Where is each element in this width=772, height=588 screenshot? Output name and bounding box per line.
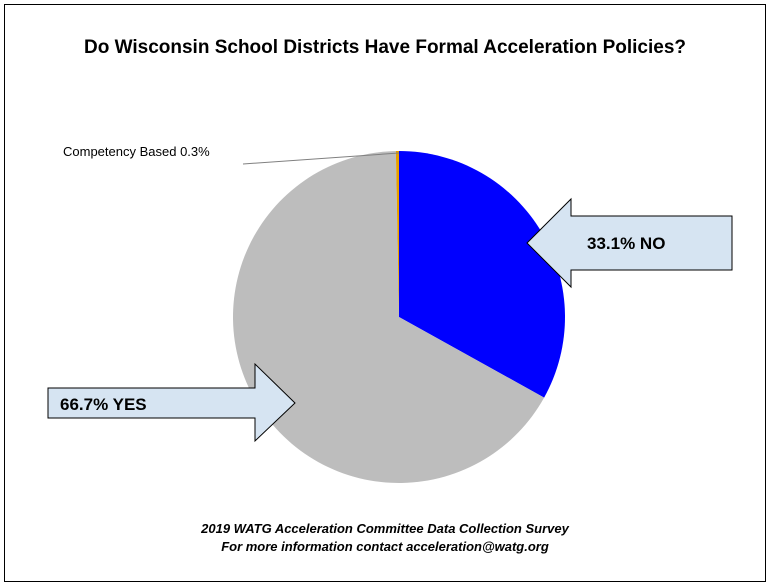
pie-slice-yes [232,151,545,484]
no-callout-arrow [526,197,733,289]
no-callout-label: 33.1% NO [587,234,665,253]
footer-line-1: 2019 WATG Acceleration Committee Data Co… [201,521,569,536]
footer-line-2: For more information contact acceleratio… [221,539,549,554]
chart-title: Do Wisconsin School Districts Have Forma… [83,37,687,58]
chart-frame: Do Wisconsin School Districts Have Forma… [4,4,766,582]
pie-chart: Competency Based 0.3% 33.1% NO 66.7% YES [47,144,733,484]
competency-leader-line [242,152,400,165]
pie-slices [232,151,565,484]
yes-callout-arrow [47,362,296,443]
pie-slice-competency-based [395,151,399,317]
yes-callout-label: 66.7% YES [60,395,147,414]
competency-based-label: Competency Based 0.3% [63,144,210,159]
pie-slice-no [399,151,565,398]
